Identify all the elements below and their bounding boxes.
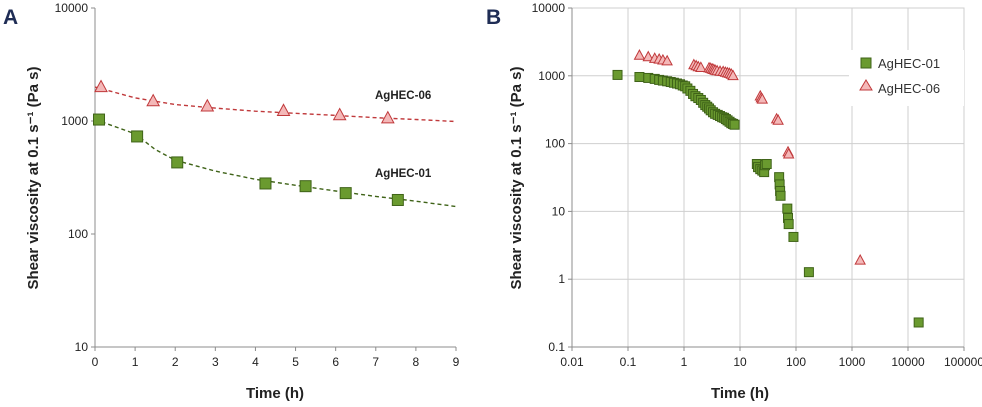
panel-b-x-tick-label: 0.1 [620,355,637,369]
point-aghec-06 [642,50,655,62]
point-aghec-01 [93,113,106,126]
panel-b-x-tick-label: 0.01 [560,355,584,369]
panel-a-x-tick-label: 8 [413,355,420,369]
panel-a-x-tick-label: 0 [92,355,99,369]
panel-a-x-tick-label: 5 [292,355,299,369]
panel-a-tick-labels: 0 1 2 3 4 5 6 7 8 9 10 100 1000 10000 [55,1,460,369]
point-aghec-01 [783,219,794,230]
point-aghec-01 [775,190,786,201]
panel-a-points [93,79,404,206]
point-aghec-06 [332,107,347,121]
panel-a-axes [91,7,457,351]
panel-a-trendlines [95,86,456,208]
panel-b-y-tick-label: 100 [545,137,565,151]
panel-b-x-tick-label: 1 [681,355,688,369]
point-aghec-06 [772,114,784,125]
point-aghec-01 [913,317,924,328]
panel-a-label-aghec-01: AgHEC-01 [375,168,432,180]
panel-a-x-tick-label: 1 [132,355,139,369]
panel-b-y-axis-title: Shear viscosity at 0.1 s⁻¹ (Pa s) [508,66,525,289]
point-aghec-06 [276,103,291,117]
point-aghec-06 [661,54,673,66]
point-aghec-01 [761,159,772,170]
panel-a-x-tick-label: 7 [372,355,379,369]
point-aghec-01 [729,119,740,130]
panel-b-x-tick-label: 1000 [839,355,866,369]
panel-b-y-tick-label: 1000 [538,69,565,83]
panel-a-x-tick-label: 2 [172,355,179,369]
panel-a-x-tick-label: 3 [212,355,219,369]
panel-a-x-tick-label: 4 [252,355,259,369]
point-aghec-01 [391,193,404,206]
panel-b-x-tick-label: 10 [733,355,747,369]
panel-b-y-tick-label: 0.1 [548,340,565,354]
panel-b-y-tick-label: 1 [558,272,565,286]
point-aghec-06 [782,147,795,159]
panel-b-x-tick-label: 100 [786,355,806,369]
point-aghec-01 [788,231,799,242]
panel-b-y-tick-label: 10000 [532,1,566,15]
panel-b-legend: AgHEC-01 AgHEC-06 [849,50,964,106]
panel-a-x-tick-label: 9 [453,355,460,369]
panel-b-x-tick-label: 100000 [944,355,982,369]
point-aghec-06 [380,110,395,124]
point-aghec-01 [782,203,793,214]
legend-marker-aghec-06 [859,79,873,91]
point-aghec-01 [612,69,623,80]
panel-a-chart: A 0 1 2 3 4 5 6 7 8 9 10 100 1000 10000 AgHEC-06 AgHE… [3,1,460,402]
point-aghec-06 [94,79,108,93]
point-aghec-01 [259,177,272,190]
panel-b-tick-labels: 0.01 0.1 1 10 100 1000 10000 1000000.1110100100… [532,1,982,369]
panel-b-y-tick-label: 10 [552,204,566,218]
panel-a-y-axis-title: Shear viscosity at 0.1 s⁻¹ (Pa s) [25,66,42,289]
panel-b-chart: B 0.01 0.1 1 10 100 1000 10000 1000000.11101001… [486,1,982,402]
panel-a-y-tick-label: 10 [75,340,89,354]
panel-a-label-aghec-06: AgHEC-06 [375,90,431,102]
point-aghec-01 [634,72,645,83]
point-aghec-01 [339,187,352,200]
panel-a-y-tick-label: 100 [68,227,88,241]
panel-b-axes [568,7,965,351]
point-aghec-01 [131,130,144,143]
panel-b-letter: B [486,6,501,29]
point-aghec-06 [695,61,707,72]
point-aghec-01 [803,267,814,278]
point-aghec-06 [727,69,739,81]
legend-marker-aghec-01 [860,57,872,69]
panel-a-letter: A [3,6,18,29]
point-aghec-01 [299,180,312,193]
panel-b-x-tick-label: 10000 [891,355,925,369]
trendline-aghec-01 [95,118,456,208]
point-aghec-06 [200,98,215,112]
panel-a-x-axis-title: Time (h) [246,385,304,402]
legend-label-aghec-06: AgHEC-06 [878,81,940,96]
panel-b-x-axis-title: Time (h) [711,385,769,402]
trendline-aghec-06 [95,86,456,123]
panel-a-y-tick-label: 1000 [61,114,88,128]
legend-label-aghec-01: AgHEC-01 [878,56,940,71]
panel-b-points [612,49,924,328]
point-aghec-06 [756,92,769,104]
point-aghec-01 [171,156,184,169]
panel-a-y-tick-label: 10000 [55,1,89,15]
point-aghec-06 [633,49,646,60]
panel-a-x-tick-label: 6 [332,355,339,369]
point-aghec-06 [854,253,866,265]
point-aghec-06 [146,93,161,107]
